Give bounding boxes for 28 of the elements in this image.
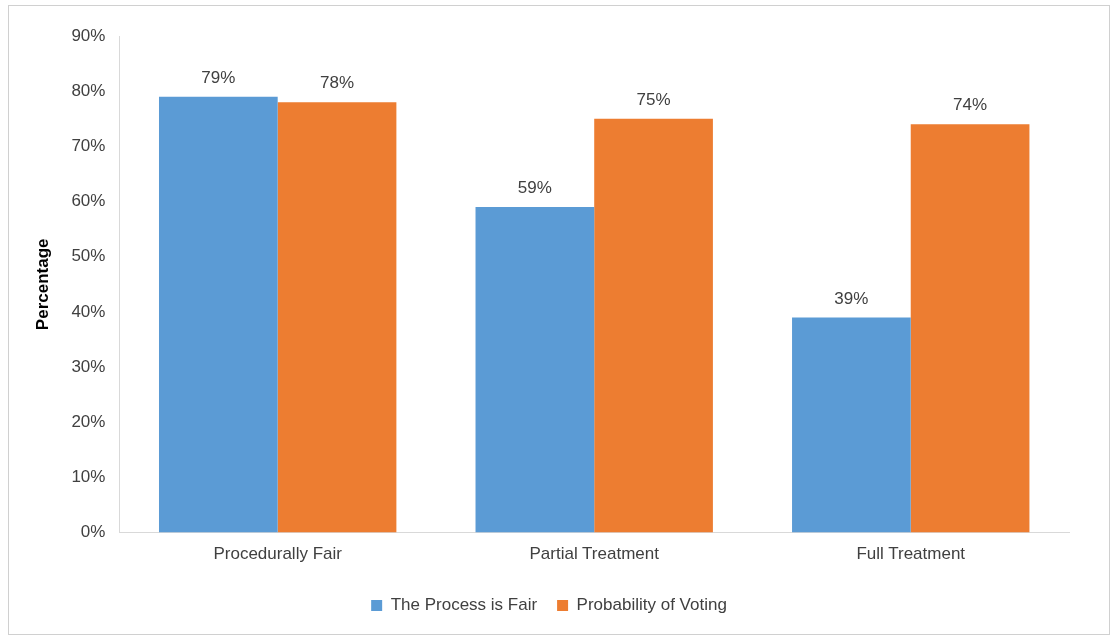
- legend-label: The Process is Fair: [390, 595, 538, 615]
- bar: [158, 96, 278, 533]
- bar: [792, 317, 911, 533]
- y-tick-label: 10%: [71, 467, 106, 487]
- x-tick-label: Procedurally Fair: [213, 544, 343, 564]
- bar: [910, 124, 1030, 533]
- data-label: 79%: [201, 67, 236, 87]
- bar: [277, 102, 397, 533]
- bar: [594, 118, 713, 533]
- bar: [475, 207, 595, 533]
- y-tick-label: 90%: [71, 25, 106, 45]
- y-tick-label: 0%: [80, 522, 106, 542]
- data-label: 39%: [834, 288, 869, 308]
- data-label: 75%: [636, 89, 671, 109]
- data-label: 78%: [320, 73, 355, 93]
- y-tick-label: 40%: [71, 301, 106, 321]
- y-tick-label: 20%: [71, 411, 106, 431]
- x-tick-label: Full Treatment: [856, 544, 966, 564]
- legend-label: Probability of Voting: [576, 595, 727, 615]
- data-label: 74%: [953, 95, 988, 115]
- x-tick-label: Partial Treatment: [529, 544, 660, 564]
- y-tick-label: 70%: [71, 136, 106, 156]
- y-tick-label: 30%: [71, 356, 106, 376]
- y-axis-title: Percentage: [32, 238, 52, 331]
- y-tick-label: 60%: [71, 191, 106, 211]
- y-tick-label: 50%: [71, 246, 106, 266]
- y-tick-label: 80%: [71, 80, 106, 100]
- data-label: 59%: [517, 178, 552, 198]
